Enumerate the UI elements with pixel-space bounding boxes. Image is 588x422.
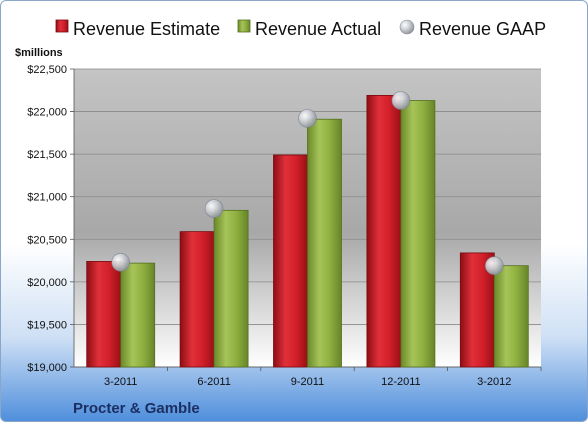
bar-actual	[400, 100, 436, 368]
legend-swatch-estimate	[55, 19, 69, 33]
bar-estimate	[86, 261, 122, 368]
bar-actual	[307, 118, 342, 368]
gaap-marker	[391, 91, 411, 110]
legend-label-actual: Revenue Actual	[255, 19, 381, 39]
legend-swatch-actual	[237, 19, 251, 33]
y-tick-label: $19,000	[27, 362, 67, 374]
y-tick-label: $22,500	[27, 64, 67, 76]
bar-actual	[120, 262, 156, 368]
legend-label-estimate: Revenue Estimate	[73, 19, 220, 39]
y-tick-label: $20,000	[27, 277, 67, 289]
x-tick-label: 6-2011	[197, 376, 230, 388]
y-tick-label: $22,000	[27, 107, 67, 119]
x-tick-label: 3-2012	[477, 376, 511, 388]
y-tick-label: $19,500	[27, 319, 67, 331]
gaap-marker	[298, 109, 317, 128]
bar-estimate	[179, 231, 215, 368]
gaap-marker	[204, 199, 224, 218]
x-tick-label: 9-2011	[291, 376, 324, 388]
x-tick-label: 12-2011	[381, 376, 421, 388]
bar-estimate	[366, 94, 402, 368]
x-tick-label: 3-2011	[104, 376, 137, 388]
y-tick-label: $20,500	[27, 234, 67, 246]
company-name: Procter & Gamble	[73, 400, 200, 417]
gaap-marker	[111, 252, 130, 272]
legend-label-gaap: Revenue GAAP	[419, 19, 546, 39]
y-tick-label: $21,000	[27, 192, 67, 204]
bar-actual	[493, 265, 529, 368]
gaap-marker	[484, 256, 504, 275]
legend-swatch-gaap	[399, 19, 415, 35]
bar-estimate	[273, 154, 308, 368]
legend: Revenue Estimate Revenue Actual Revenue …	[55, 19, 546, 39]
y-tick-label: $21,500	[27, 149, 67, 161]
bar-actual	[213, 209, 249, 368]
y-axis-unit-label: $millions	[15, 47, 63, 59]
